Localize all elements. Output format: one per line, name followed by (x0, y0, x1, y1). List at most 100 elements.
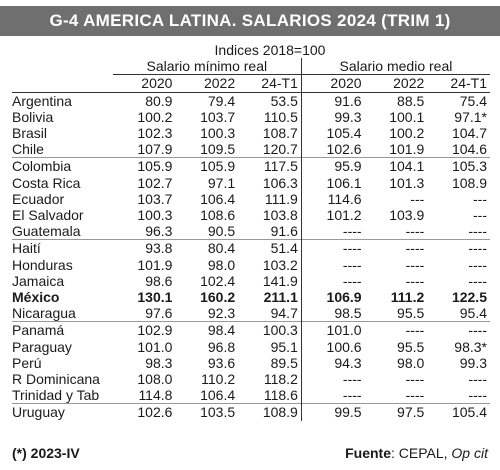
table-cell: 101.9 (389, 141, 425, 158)
source-italic: Op cit (451, 445, 488, 461)
table-cell: 117.5 (238, 157, 302, 175)
table-row: Jamaica 98.6 102.4 141.9 ---- ---- ---- (12, 272, 490, 290)
table-cell: 103.2 (262, 256, 298, 273)
table-cell: ---- (405, 371, 425, 388)
table-cell: 91.6 (300, 92, 365, 109)
table-cell: 102.4 (200, 272, 236, 289)
year-header: 24-T1 (238, 74, 302, 93)
table-cell: 98.0 (397, 354, 425, 371)
table-row: Argentina 80.9 79.4 53.5 91.6 88.5 75.4 (12, 92, 490, 109)
chart-title: G-4 AMERICA LATINA. SALARIOS 2024 (TRIM … (0, 6, 500, 36)
table-row: Costa Rica 102.7 97.1 106.3 106.1 101.3 108.9 (12, 174, 490, 191)
table-cell: 94.3 (300, 354, 365, 372)
table-cell: 98.3* (454, 338, 487, 355)
table-cell: ---- (427, 321, 490, 339)
table-cell: 108.9 (451, 174, 487, 191)
table-cell: 92.3 (207, 305, 236, 322)
table-row: Bolivia 100.2 103.7 110.5 99.3 100.1 97.1* (12, 108, 490, 126)
country-name: Trinidad y Tab (12, 387, 100, 404)
table-cell: ---- (405, 256, 425, 273)
year-header: 2020 (300, 74, 365, 93)
table-cell: 102.7 (137, 174, 173, 191)
table-cell: 95.5 (397, 305, 425, 322)
table-cell: 100.3 (200, 125, 236, 142)
table-cell: 53.5 (270, 92, 298, 109)
table-cell: 99.3 (459, 354, 487, 371)
table-cell: 95.5 (397, 338, 425, 355)
table-cell: 106.3 (262, 174, 298, 191)
table-cell: 104.6 (451, 141, 487, 158)
table-cell: 97.1* (454, 108, 487, 125)
table-cell: 51.4 (238, 239, 302, 257)
table-cell: 111.2 (390, 289, 425, 306)
table-cell: ---- (468, 223, 487, 240)
table-cell: 89.5 (270, 354, 298, 371)
table-cell: 80.9 (145, 92, 173, 109)
table-row: Paraguay 101.0 96.8 95.1 100.6 95.5 98.3* (12, 338, 490, 355)
year-header: 2020 (112, 74, 176, 93)
table-cell: 105.4 (427, 403, 490, 421)
country-name: Bolivia (12, 108, 54, 125)
country-name: R Dominicana (12, 371, 100, 388)
table-row: Honduras 101.9 98.0 103.2 ---- ---- ---- (12, 256, 490, 273)
table-row: Uruguay 102.6 103.5 108.9 99.5 97.5 105.4 (12, 403, 490, 421)
table-cell: 103.8 (262, 207, 298, 224)
country-name: Uruguay (12, 403, 113, 421)
table-cell: ---- (364, 321, 428, 339)
country-name: México (12, 289, 60, 306)
source-note: Fuente: CEPAL, Op cit (345, 445, 488, 461)
year-header: 24-T1 (427, 74, 490, 93)
table-cell: 111.9 (264, 190, 298, 207)
table-cell: 99.3 (300, 108, 365, 126)
group-header-row: Salario mínimo real Salario medio real (12, 58, 490, 76)
country-name: Nicaragua (12, 305, 76, 322)
table-cell: 101.3 (389, 174, 425, 191)
table-cell: 108.6 (200, 207, 236, 224)
table-cell: 160.2 (200, 289, 236, 306)
table-cell: 106.9 (300, 289, 365, 306)
table-cell: 98.0 (207, 256, 236, 273)
table-cell: 98.4 (175, 321, 239, 339)
table-cell: 95.4 (459, 305, 487, 322)
table-cell: 105.3 (427, 157, 490, 175)
table-cell: --- (410, 190, 425, 207)
year-header-row: 2020 2022 24-T1 2020 2022 24-T1 (12, 74, 490, 93)
country-name: Jamaica (12, 272, 65, 289)
table-cell: 91.6 (270, 223, 298, 240)
table-cell: 101.9 (137, 256, 173, 273)
table-cell: 211.1 (263, 289, 298, 306)
group-minimum-wage: Salario mínimo real (112, 58, 302, 76)
table-cell: 96.8 (207, 338, 236, 355)
source-text: : CEPAL, (390, 445, 452, 461)
table-row: Colombia 105.9 105.9 117.5 95.9 104.1 105.3 (12, 157, 490, 175)
table-cell: 109.5 (200, 141, 236, 158)
table-cell: 95.9 (300, 157, 365, 175)
table-cell: 88.5 (397, 92, 425, 109)
table-cell: ---- (405, 223, 425, 240)
table-cell: 100.1 (389, 108, 425, 125)
source-label: Fuente (345, 445, 391, 461)
table-row: Ecuador 103.7 106.4 111.9 114.6 --- --- (12, 190, 490, 208)
table-cell: 102.6 (112, 403, 176, 421)
table-cell: 108.0 (137, 371, 173, 388)
table-cell: 104.7 (451, 125, 487, 142)
table-row: Chile 107.9 109.5 120.7 102.6 101.9 104.6 (12, 141, 490, 158)
table-cell: 101.0 (137, 338, 173, 355)
table-cell: 102.6 (300, 141, 365, 158)
table-cell: 106.4 (200, 190, 236, 207)
table-cell: ---- (405, 272, 425, 289)
table-cell: ---- (468, 387, 487, 404)
country-name: Chile (12, 141, 44, 158)
table-cell: 105.9 (112, 157, 176, 175)
country-name: Argentina (12, 92, 72, 109)
table-cell: ---- (300, 387, 365, 404)
table-cell: 102.3 (137, 125, 173, 142)
table-cell: 98.3 (145, 354, 173, 371)
table-row: Panamá 102.9 98.4 100.3 101.0 ---- ---- (12, 321, 490, 339)
table-cell: ---- (300, 239, 365, 257)
table-cell: 100.3 (238, 321, 302, 339)
table-cell: 103.7 (200, 108, 236, 125)
country-name: Perú (12, 354, 42, 371)
group-average-wage: Salario medio real (300, 58, 490, 76)
country-name: Honduras (12, 256, 73, 273)
